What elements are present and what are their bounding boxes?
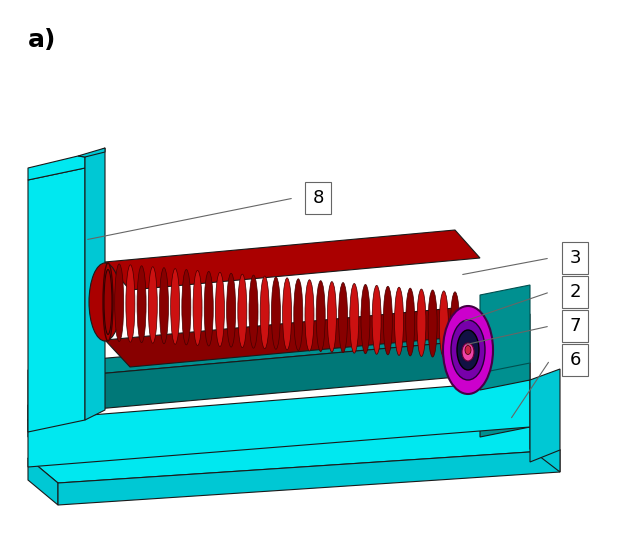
Ellipse shape	[443, 306, 493, 394]
Ellipse shape	[104, 263, 112, 341]
Ellipse shape	[171, 269, 180, 344]
Polygon shape	[28, 380, 530, 467]
Polygon shape	[28, 168, 85, 432]
Ellipse shape	[160, 267, 169, 344]
Polygon shape	[530, 427, 560, 472]
Ellipse shape	[383, 286, 392, 355]
Ellipse shape	[339, 283, 348, 352]
Polygon shape	[28, 427, 560, 483]
Text: 2: 2	[569, 283, 581, 301]
Ellipse shape	[294, 279, 303, 350]
Ellipse shape	[227, 273, 236, 347]
Ellipse shape	[137, 266, 146, 342]
Polygon shape	[480, 363, 530, 390]
Ellipse shape	[417, 289, 426, 357]
Ellipse shape	[238, 274, 247, 347]
Ellipse shape	[282, 278, 291, 350]
Ellipse shape	[148, 267, 157, 343]
Polygon shape	[28, 358, 85, 420]
Polygon shape	[480, 380, 530, 437]
Ellipse shape	[372, 286, 381, 354]
Ellipse shape	[249, 275, 258, 348]
Text: a): a)	[28, 28, 56, 52]
Polygon shape	[78, 148, 105, 157]
Polygon shape	[58, 450, 560, 505]
Ellipse shape	[193, 271, 202, 345]
Ellipse shape	[361, 284, 370, 353]
Ellipse shape	[89, 263, 121, 341]
Text: 8: 8	[312, 189, 324, 207]
Text: 7: 7	[569, 317, 581, 335]
Ellipse shape	[104, 270, 112, 334]
Ellipse shape	[182, 270, 191, 345]
Ellipse shape	[305, 279, 314, 351]
Polygon shape	[28, 408, 85, 437]
Ellipse shape	[114, 264, 124, 341]
Text: 3: 3	[569, 249, 581, 267]
Ellipse shape	[272, 277, 281, 349]
Ellipse shape	[439, 291, 449, 358]
Polygon shape	[105, 308, 480, 367]
Polygon shape	[28, 393, 85, 420]
Ellipse shape	[406, 288, 415, 356]
Ellipse shape	[451, 320, 485, 380]
Polygon shape	[28, 156, 85, 180]
Polygon shape	[480, 314, 530, 390]
Ellipse shape	[450, 292, 459, 358]
Ellipse shape	[260, 276, 269, 349]
Text: 6: 6	[569, 351, 581, 369]
Ellipse shape	[316, 281, 325, 351]
Polygon shape	[28, 458, 58, 505]
Polygon shape	[105, 230, 480, 290]
Ellipse shape	[428, 290, 437, 357]
Polygon shape	[85, 148, 105, 420]
Polygon shape	[85, 325, 480, 375]
Polygon shape	[530, 369, 560, 462]
Ellipse shape	[204, 271, 213, 346]
Ellipse shape	[465, 345, 471, 355]
Polygon shape	[85, 340, 480, 410]
Ellipse shape	[457, 330, 479, 370]
Ellipse shape	[126, 265, 135, 342]
Ellipse shape	[327, 282, 336, 352]
Ellipse shape	[215, 272, 224, 346]
Ellipse shape	[103, 263, 113, 341]
Ellipse shape	[350, 283, 358, 353]
Polygon shape	[480, 285, 530, 373]
Ellipse shape	[394, 287, 404, 356]
Ellipse shape	[462, 343, 474, 361]
